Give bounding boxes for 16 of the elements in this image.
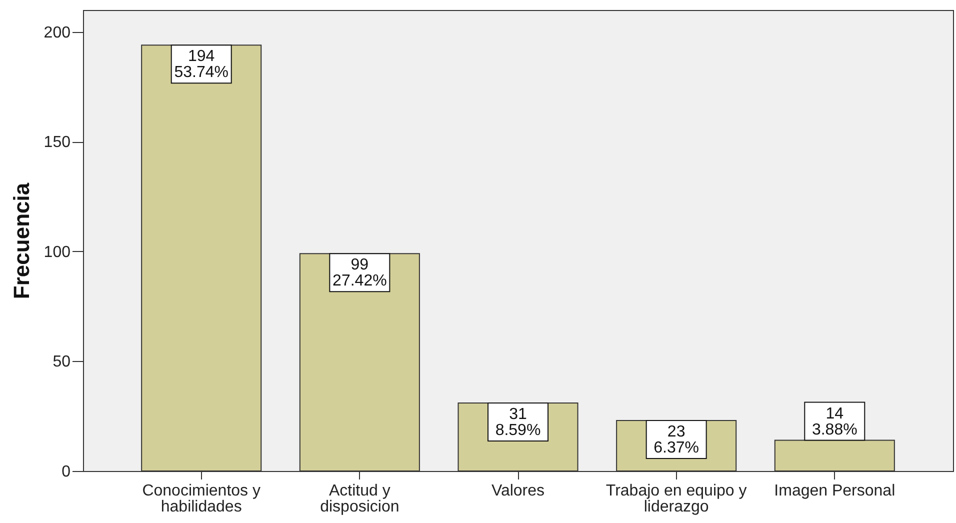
data-label: 194 53.74% [174,48,228,82]
y-tick-label: 50 [52,354,71,371]
data-label: 99 27.42% [332,256,387,290]
y-tick-label: 150 [44,134,71,152]
data-label: 31 8.59% [495,406,541,439]
x-tick-label: Trabajo en equipo y liderazgo [606,482,747,516]
x-tick-label: Valores [491,482,545,500]
data-label: 23 6.37% [654,424,700,457]
y-tick-label: 0 [62,464,71,480]
x-tick-label: Imagen Personal [774,482,896,500]
data-label: 14 3.88% [812,405,858,438]
x-tick-label: Conocimientos y habilidades [142,482,260,516]
y-tick-label: 200 [44,24,71,42]
y-tick-label: 100 [44,244,71,261]
y-axis-title: Frecuencia [8,182,34,300]
x-tick-label: Actitud y disposicion [320,482,400,516]
